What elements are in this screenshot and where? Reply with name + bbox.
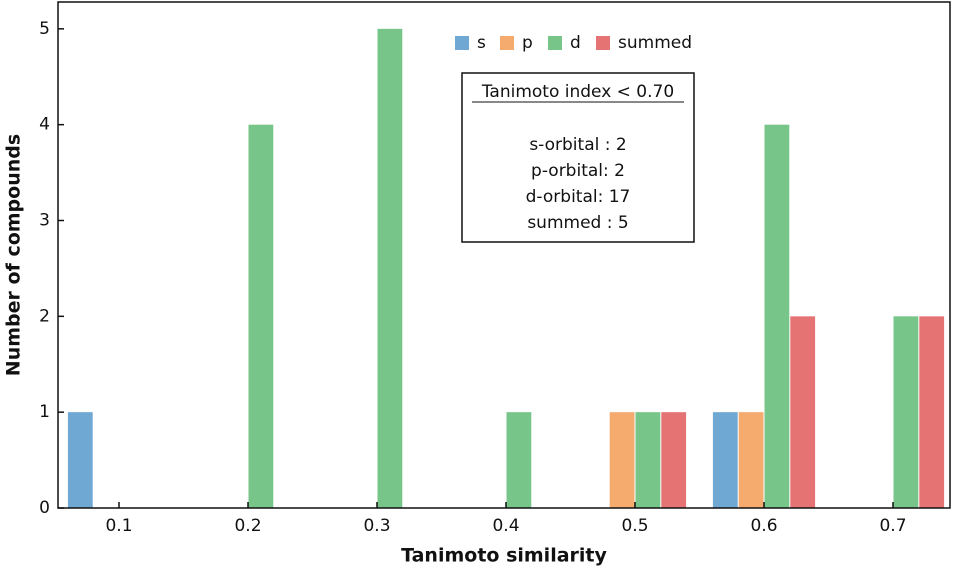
legend-label: s [477, 33, 486, 53]
bar [919, 316, 945, 508]
legend-swatch [596, 36, 610, 50]
y-tick-label: 1 [39, 402, 50, 422]
bar [738, 412, 764, 508]
legend-swatch [455, 36, 469, 50]
legend-swatch [500, 36, 514, 50]
bar [635, 412, 661, 508]
x-axis-title: Tanimoto similarity [401, 545, 607, 567]
legend-label: summed [618, 33, 692, 53]
bar [377, 28, 403, 508]
legend-label: d [570, 33, 581, 53]
bar [661, 412, 687, 508]
annotation-line: d-orbital: 17 [526, 187, 631, 207]
x-tick-label: 0.5 [621, 516, 648, 536]
bar [609, 412, 635, 508]
annotation-line: summed : 5 [527, 213, 628, 233]
bar [893, 316, 919, 508]
bar [67, 412, 93, 508]
x-tick-label: 0.1 [105, 516, 132, 536]
legend-swatch [548, 36, 562, 50]
bar [712, 412, 738, 508]
y-tick-label: 5 [39, 19, 50, 39]
annotation-title: Tanimoto index < 0.70 [481, 82, 674, 102]
y-tick-label: 3 [39, 211, 50, 231]
annotation-line: s-orbital : 2 [529, 135, 626, 155]
annotation-frame [461, 72, 695, 243]
y-tick-label: 0 [39, 498, 50, 518]
plot-frame [57, 1, 951, 509]
bar [790, 316, 816, 508]
bar [764, 124, 790, 509]
x-tick-label: 0.2 [234, 516, 261, 536]
bar [248, 124, 274, 509]
x-tick-label: 0.3 [363, 516, 390, 536]
x-tick-label: 0.6 [750, 516, 777, 536]
annotation-box: Tanimoto index < 0.70 [461, 72, 695, 243]
annotation-line: p-orbital: 2 [531, 161, 625, 181]
legend-label: p [522, 33, 533, 53]
y-axis-title: Number of compounds [3, 134, 25, 376]
x-tick-label: 0.7 [879, 516, 906, 536]
y-tick-label: 2 [39, 306, 50, 326]
y-tick-label: 4 [39, 115, 50, 135]
bar [506, 412, 532, 508]
x-tick-label: 0.4 [492, 516, 519, 536]
